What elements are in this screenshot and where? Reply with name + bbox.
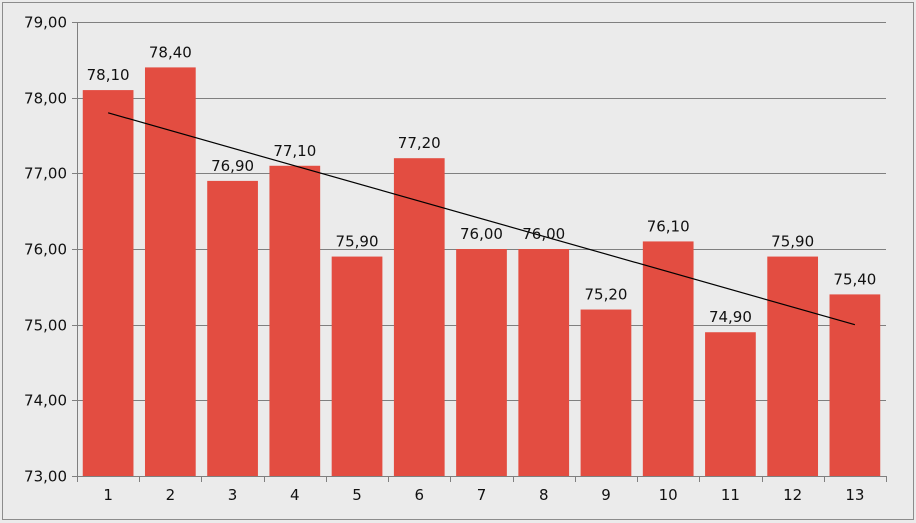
axes — [72, 22, 887, 482]
y-tick-label: 79,00 — [24, 14, 67, 32]
data-label: 78,40 — [149, 43, 192, 61]
x-tick-labels: 1 2 3 4 5 6 7 8 9 10 11 12 13 — [103, 486, 864, 504]
x-tick-label: 4 — [290, 486, 300, 504]
y-tick-label: 77,00 — [24, 165, 67, 183]
x-tick-label: 11 — [721, 486, 740, 504]
bar — [829, 294, 881, 476]
data-label: 76,90 — [211, 157, 254, 175]
data-label: 77,20 — [398, 134, 441, 152]
x-tick-label: 8 — [539, 486, 549, 504]
y-tick-label: 75,00 — [24, 317, 67, 335]
data-labels: 78,10 78,40 76,90 77,10 75,90 77,20 76,00 76,00… — [87, 43, 877, 326]
x-tick-label: 12 — [783, 486, 802, 504]
data-label: 75,90 — [771, 233, 814, 251]
x-tick-label: 5 — [352, 486, 362, 504]
x-tick-label: 1 — [103, 486, 113, 504]
data-label: 74,90 — [709, 308, 752, 326]
bar — [393, 158, 445, 476]
trendline-group — [107, 112, 856, 326]
data-label: 75,40 — [833, 270, 876, 288]
bar — [144, 67, 196, 477]
x-tick-label: 2 — [166, 486, 176, 504]
data-label: 75,90 — [336, 233, 379, 251]
bar — [207, 180, 258, 476]
trendline — [107, 112, 856, 326]
y-tick-label: 78,00 — [24, 90, 67, 108]
bar — [82, 90, 134, 476]
bar — [705, 332, 756, 476]
bar — [767, 256, 819, 476]
y-tick-label: 73,00 — [24, 468, 67, 486]
data-label: 78,10 — [87, 66, 130, 84]
x-tick-label: 10 — [659, 486, 678, 504]
x-tick-label: 13 — [845, 486, 864, 504]
x-tick-label: 9 — [601, 486, 611, 504]
y-tick-labels: 73,00 74,00 75,00 76,00 77,00 78,00 79,00 — [24, 14, 67, 486]
x-tick-label: 7 — [477, 486, 487, 504]
data-label: 75,20 — [584, 286, 627, 304]
bar — [331, 256, 383, 476]
x-tick-label: 6 — [414, 486, 424, 504]
bar — [580, 309, 632, 476]
bar-chart: 78,10 78,40 76,90 77,10 75,90 77,20 76,00 76,00… — [24, 14, 887, 504]
bar — [456, 249, 507, 476]
data-label: 77,10 — [273, 142, 316, 160]
bars — [82, 67, 881, 477]
y-tick-label: 74,00 — [24, 392, 67, 410]
data-label: 76,00 — [522, 225, 565, 243]
x-tick-label: 3 — [228, 486, 238, 504]
bar — [269, 165, 321, 476]
bar — [642, 241, 694, 476]
data-label: 76,10 — [647, 217, 690, 235]
data-label: 76,00 — [460, 225, 503, 243]
y-tick-label: 76,00 — [24, 241, 67, 259]
bar — [518, 249, 570, 476]
